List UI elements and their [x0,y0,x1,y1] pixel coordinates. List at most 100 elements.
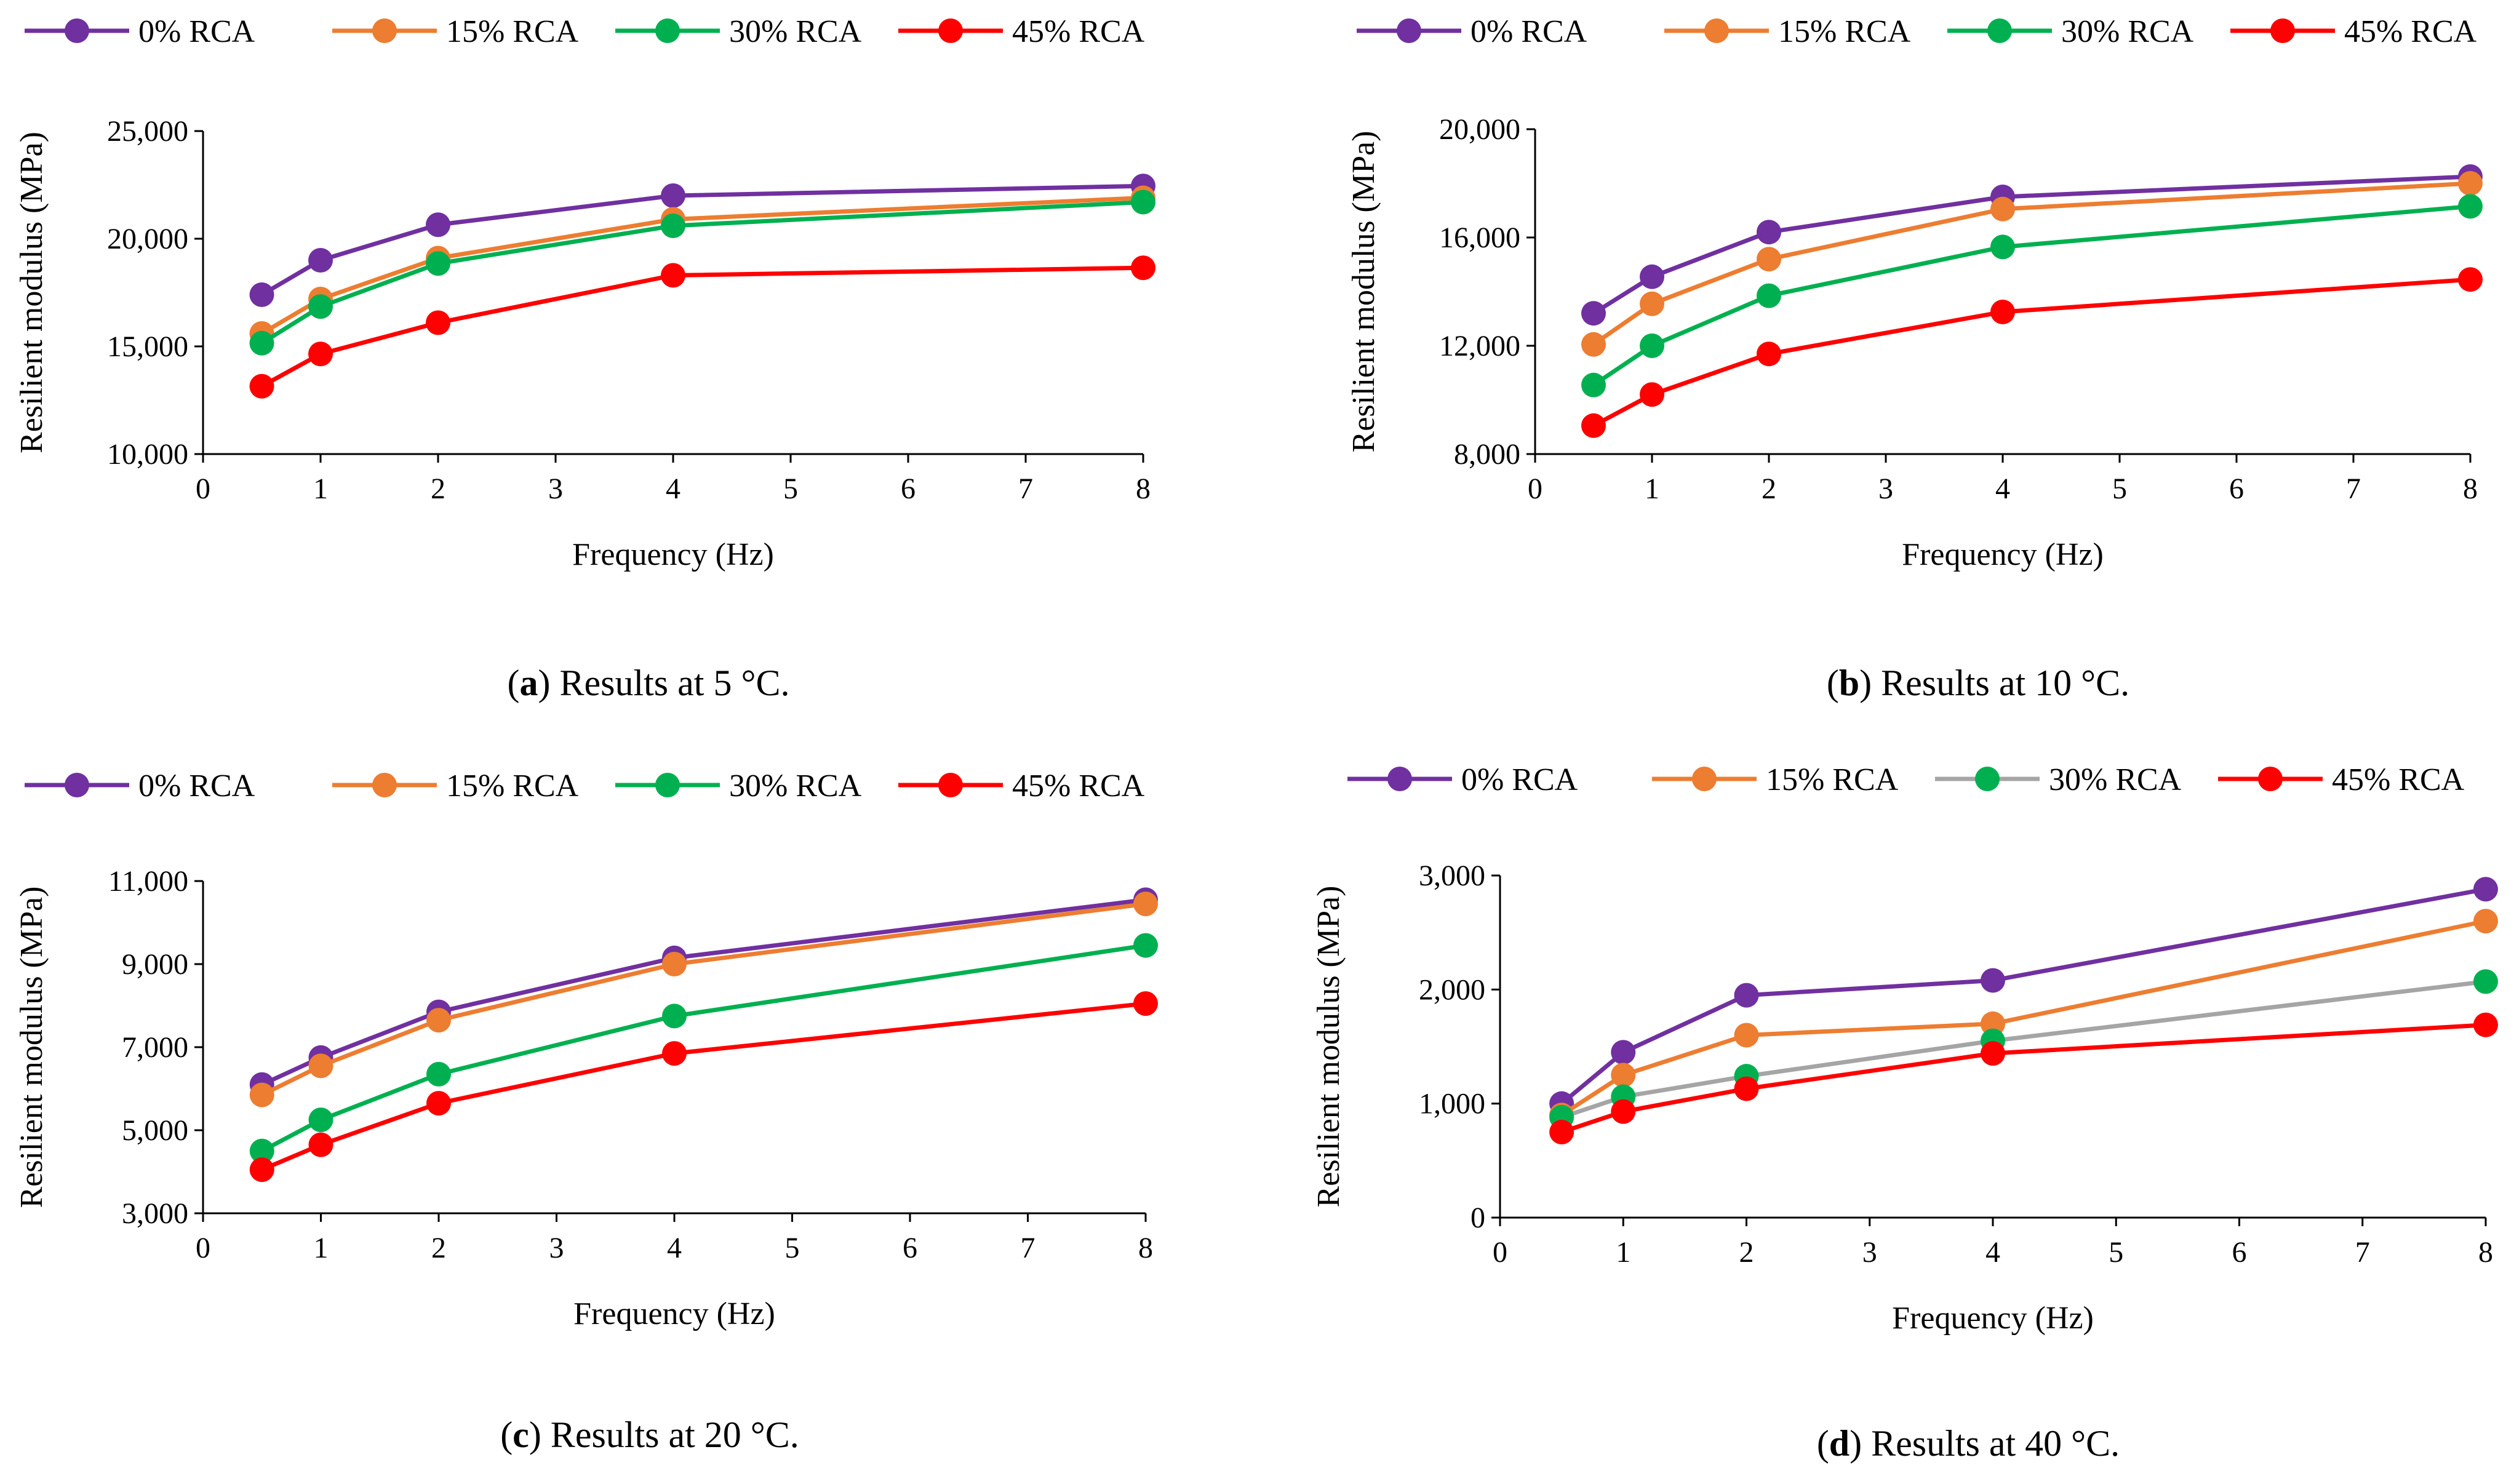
data-point [426,251,450,276]
legend-label: 45% RCA [2332,762,2465,797]
legend-marker [372,18,397,43]
legend-marker [1704,18,1729,43]
series-line [1561,1023,2486,1135]
x-tick-label: 2 [1739,1236,1754,1269]
legend-item: 30% RCA [1947,14,2194,49]
y-tick-label: 0 [1470,1202,1485,1234]
legend-item: 0% RCA [25,768,255,804]
data-point [1131,189,1155,215]
data-point [661,263,685,288]
legend-marker [65,18,89,43]
caption-paren-close: ) [1859,663,1881,703]
legend-label: 15% RCA [1766,762,1899,797]
legend-item: 30% RCA [615,768,862,804]
chart-panel-d: 0 1,000 2,000 3,000 0 1 2 3 4 5 6 7 8 Frequency (Hz) R… [1258,742,2513,1484]
data-point [1581,413,1606,438]
legend-marker [655,18,680,43]
data-point [1757,283,1781,308]
x-tick-label: 8 [2463,473,2478,505]
x-tick-label: 0 [1493,1236,1507,1269]
data-point [249,373,274,399]
data-point [1981,1011,2005,1036]
series-30-rca [1549,969,2498,1130]
data-point [249,330,274,356]
x-tick-label: 8 [1136,473,1151,505]
x-tick-label: 1 [314,1232,329,1264]
y-tick-label: 20,000 [1439,113,1520,146]
data-point [1640,291,1664,316]
series-15-rca [1549,909,2498,1128]
data-point [1640,264,1664,289]
y-tick-label: 7,000 [122,1031,188,1064]
x-tick-label: 4 [1995,473,2010,505]
x-tick-label: 0 [196,473,210,505]
data-point [308,1053,333,1079]
legend-item: 30% RCA [1935,762,2182,797]
x-tick-label: 8 [1138,1232,1153,1264]
y-axis-title: Resilient modulus (MPa) [1311,886,1346,1208]
series-15-rca [1581,171,2483,357]
legend-item: 15% RCA [1664,14,1911,49]
data-point [1981,968,2005,993]
legend-marker [65,773,89,797]
data-point [1990,234,2015,260]
data-point [662,952,687,976]
legend-label: 0% RCA [1470,14,1587,49]
x-tick-label: 0 [1528,473,1542,505]
legend-marker [2270,18,2295,43]
legend-marker [938,773,963,797]
legend-item: 0% RCA [1347,762,1578,797]
data-point [308,1132,333,1157]
chart-b: 8,000 12,000 16,000 20,000 0 1 2 3 4 5 6 7 8 Frequenc… [1346,14,2483,703]
legend-label: 0% RCA [1461,762,1578,797]
data-point [661,183,685,208]
series-line [261,901,1146,1097]
data-point [249,1082,274,1107]
x-axis-title: Frequency (Hz) [573,1296,775,1331]
legend-item: 45% RCA [2218,762,2465,797]
data-point [249,1157,274,1183]
data-point [1757,341,1781,367]
legend-marker [1397,18,1421,43]
series-line [1592,204,2471,387]
x-tick-label: 3 [1862,1236,1877,1269]
x-tick-label: 7 [1018,473,1033,505]
data-point [426,1008,451,1033]
x-tick-label: 1 [1645,473,1659,505]
legend-marker [1387,767,1412,791]
legend-label: 0% RCA [138,768,255,804]
legend-item: 0% RCA [25,14,255,49]
data-point [426,212,450,237]
data-point [1734,1023,1759,1048]
y-tick-label: 2,000 [1419,973,1485,1006]
y-tick-label: 9,000 [122,948,188,981]
chart-d: 0 1,000 2,000 3,000 0 1 2 3 4 5 6 7 8 Frequency (Hz) R… [1311,762,2498,1464]
series-line [260,265,1144,388]
legend-item: 15% RCA [332,14,579,49]
legend-label: 45% RCA [1012,768,1145,804]
y-tick-label: 3,000 [122,1197,188,1230]
series-30-rca [1581,194,2483,397]
caption-text: Results at 5 °C. [559,663,789,703]
data-point [1757,220,1781,245]
data-point [1611,1099,1636,1124]
legend-marker [938,18,963,43]
caption-text: Results at 10 °C. [1881,663,2129,703]
legend-item: 15% RCA [1652,762,1899,797]
legend-item: 45% RCA [2230,14,2477,49]
x-tick-label: 6 [903,1232,917,1264]
chart-caption: (d) Results at 40 °C. [1817,1423,2120,1464]
data-point [1581,301,1606,326]
x-tick-label: 3 [1878,473,1893,505]
legend-label: 30% RCA [2049,762,2182,797]
x-tick-label: 3 [548,473,563,505]
y-tick-label: 25,000 [107,115,188,148]
legend-label: 15% RCA [1778,14,1911,49]
data-point [308,1107,333,1133]
caption-letter: a [519,663,538,703]
legend-marker [1692,767,1717,791]
data-point [1990,196,2015,221]
legend-marker [1975,767,2000,791]
data-point [2458,194,2483,219]
data-point [2473,1012,2498,1037]
